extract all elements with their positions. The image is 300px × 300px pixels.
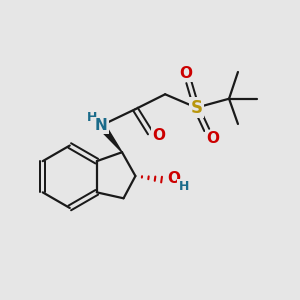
Text: H: H (178, 180, 189, 193)
Text: O: O (206, 131, 219, 146)
Text: S: S (190, 99, 202, 117)
Text: H: H (86, 111, 97, 124)
Text: N: N (95, 118, 108, 133)
Text: O: O (168, 172, 181, 187)
Text: O: O (153, 128, 166, 143)
Text: O: O (179, 66, 192, 81)
Polygon shape (98, 123, 122, 152)
